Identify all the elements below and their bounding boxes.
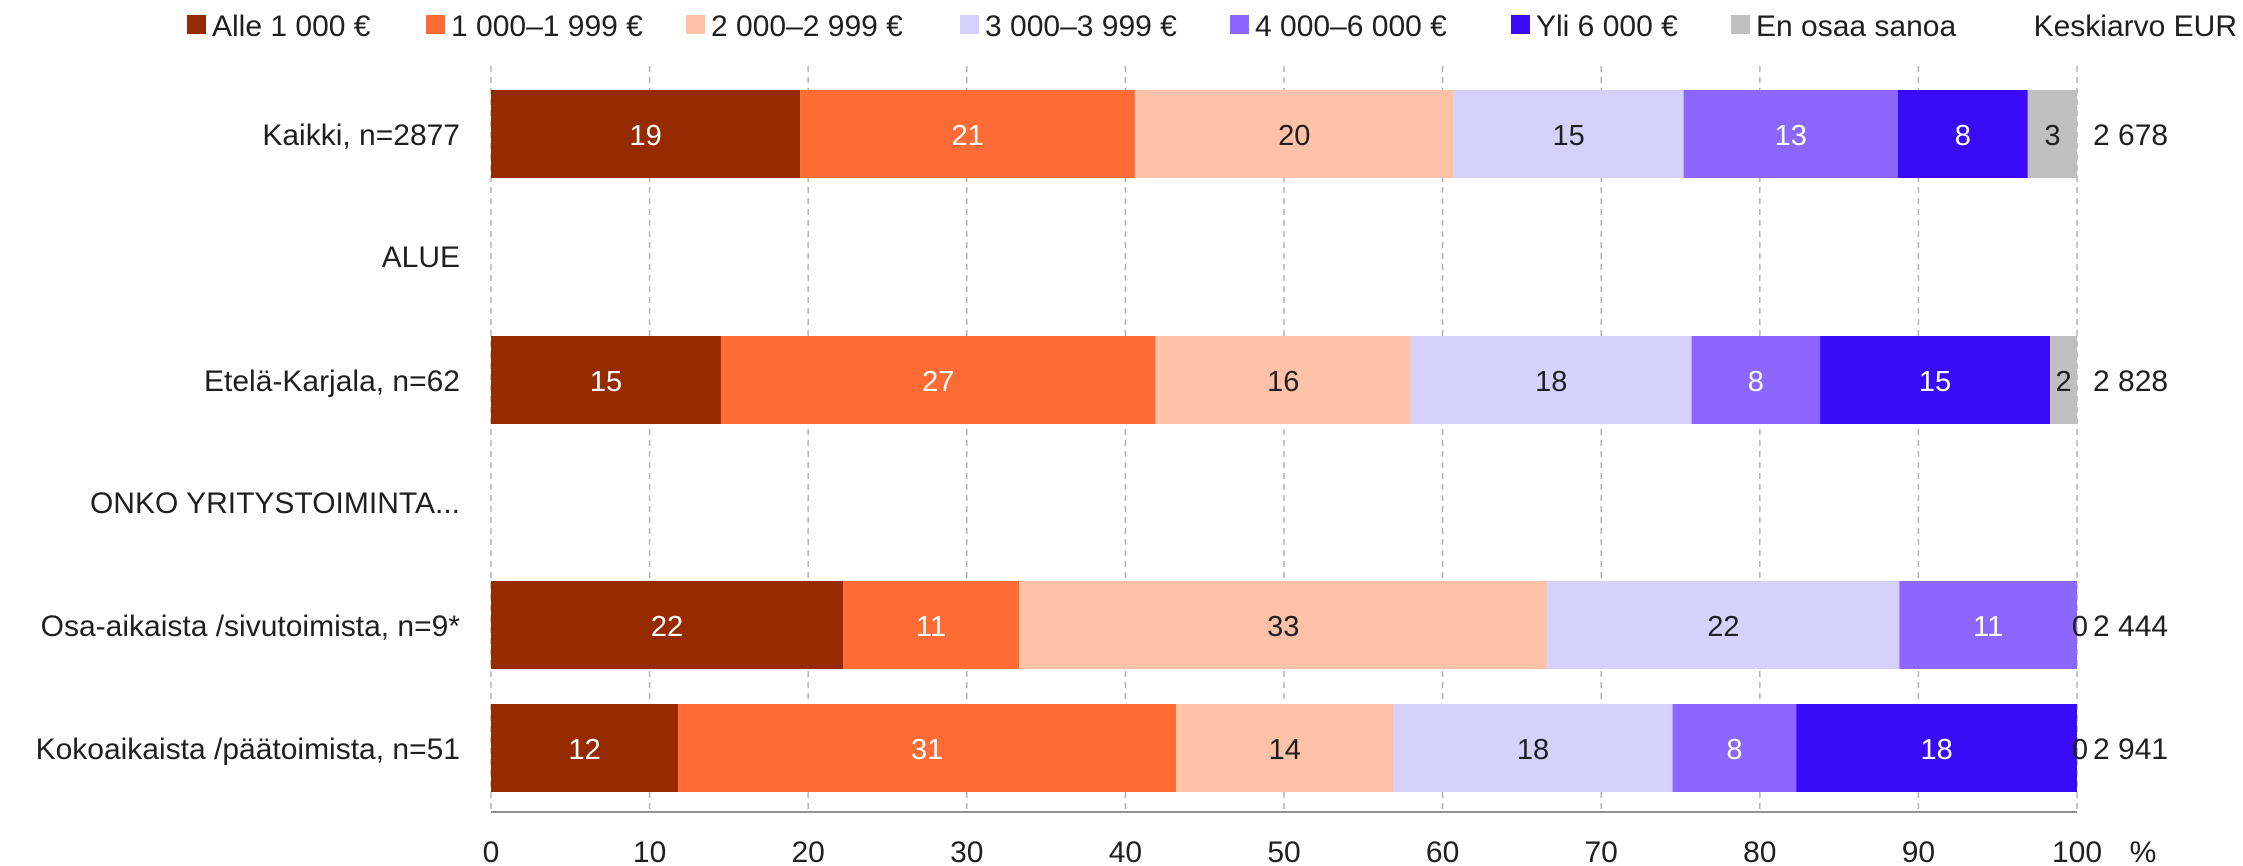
- category-label: Kaikki, n=2877: [262, 119, 460, 152]
- data-label: 15: [590, 366, 622, 398]
- legend-entry: 4 000–6 000 €: [1255, 10, 1447, 43]
- data-label: 0: [2072, 734, 2088, 766]
- legend-swatch: [187, 15, 206, 34]
- average-value: 2 444: [2093, 610, 2168, 643]
- legend-swatch: [426, 15, 445, 34]
- bar-segment: [2027, 90, 2077, 178]
- data-label: 8: [1726, 734, 1742, 766]
- bar-segment: [491, 581, 844, 669]
- group-heading: ONKO YRITYSTOIMINTA...: [90, 487, 460, 520]
- data-label: 2: [2055, 366, 2071, 398]
- data-label: 0: [2072, 611, 2088, 643]
- data-label: 13: [1775, 120, 1807, 152]
- category-label: Etelä-Karjala, n=62: [204, 365, 460, 398]
- data-label: 11: [1973, 611, 2003, 643]
- data-label: 8: [1955, 120, 1971, 152]
- bar-segment: [491, 90, 801, 178]
- data-label: 19: [630, 120, 662, 152]
- average-header: Keskiarvo EUR: [2034, 10, 2237, 43]
- data-label: 18: [1535, 366, 1567, 398]
- data-label: 15: [1553, 120, 1585, 152]
- x-tick-label: 40: [1109, 836, 1142, 866]
- average-value: 2 678: [2093, 119, 2168, 152]
- bar-segment: [1393, 704, 1673, 792]
- legend-swatch: [960, 15, 979, 34]
- legend-swatch: [1731, 15, 1750, 34]
- legend-entry: En osaa sanoa: [1756, 10, 1956, 43]
- x-tick-label: 50: [1267, 836, 1300, 866]
- data-label: 18: [1517, 734, 1549, 766]
- x-tick-label: 80: [1743, 836, 1776, 866]
- category-label: Kokoaikaista /päätoimista, n=51: [36, 733, 460, 766]
- x-tick-label: 20: [792, 836, 825, 866]
- data-label: 31: [911, 734, 943, 766]
- bar-segment: [1899, 581, 2077, 669]
- bar-segment: [1683, 90, 1898, 178]
- x-axis-unit: %: [2130, 836, 2157, 866]
- data-label: 20: [1278, 120, 1310, 152]
- bar-segment: [678, 704, 1177, 792]
- data-label: 22: [1707, 611, 1739, 643]
- bar-segment: [1176, 704, 1394, 792]
- group-heading: ALUE: [382, 241, 460, 274]
- x-tick-label: 60: [1426, 836, 1459, 866]
- data-label: 22: [651, 611, 683, 643]
- legend-swatch: [686, 15, 705, 34]
- data-label: 11: [916, 611, 946, 643]
- x-tick-label: 10: [633, 836, 666, 866]
- x-tick-label: 100: [2052, 836, 2102, 866]
- bar-segment: [1410, 336, 1692, 424]
- legend-entry: 3 000–3 999 €: [985, 10, 1177, 43]
- bar-segment: [491, 704, 679, 792]
- legend-swatch: [1511, 15, 1530, 34]
- category-label: Osa-aikaista /sivutoimista, n=9*: [41, 610, 461, 643]
- data-label: 21: [951, 120, 983, 152]
- bar-segment: [800, 90, 1135, 178]
- bar-segment: [491, 336, 721, 424]
- data-label: 27: [922, 366, 954, 398]
- data-label: 8: [1748, 366, 1764, 398]
- bar-segment: [1897, 90, 2028, 178]
- bar-segment: [1547, 581, 1900, 669]
- bar-segment: [843, 581, 1020, 669]
- data-label: 12: [568, 734, 600, 766]
- average-value: 2 941: [2093, 733, 2168, 766]
- data-label: 15: [1919, 366, 1951, 398]
- data-label: 16: [1267, 366, 1299, 398]
- x-tick-label: 90: [1902, 836, 1935, 866]
- bar-segment: [1796, 704, 2077, 792]
- legend-swatch: [1230, 15, 1249, 34]
- bar-segment: [2050, 336, 2077, 424]
- data-label: 3: [2044, 120, 2060, 152]
- data-label: 14: [1269, 734, 1301, 766]
- data-label: 33: [1267, 611, 1299, 643]
- x-tick-label: 0: [483, 836, 500, 866]
- bar-segment: [720, 336, 1156, 424]
- legend-entry: Alle 1 000 €: [212, 10, 371, 43]
- x-tick-label: 30: [950, 836, 983, 866]
- bar-segment: [1691, 336, 1821, 424]
- bar-segment: [1019, 581, 1548, 669]
- bar-segment: [1672, 704, 1797, 792]
- bar-segment: [1134, 90, 1454, 178]
- bar-segment: [1453, 90, 1684, 178]
- legend-entry: 1 000–1 999 €: [451, 10, 643, 43]
- bar-segment: [1820, 336, 2051, 424]
- legend-entry: Yli 6 000 €: [1536, 10, 1678, 43]
- x-tick-label: 70: [1585, 836, 1618, 866]
- bar-segment: [1155, 336, 1411, 424]
- average-value: 2 828: [2093, 365, 2168, 398]
- legend-entry: 2 000–2 999 €: [711, 10, 903, 43]
- data-label: 18: [1921, 734, 1953, 766]
